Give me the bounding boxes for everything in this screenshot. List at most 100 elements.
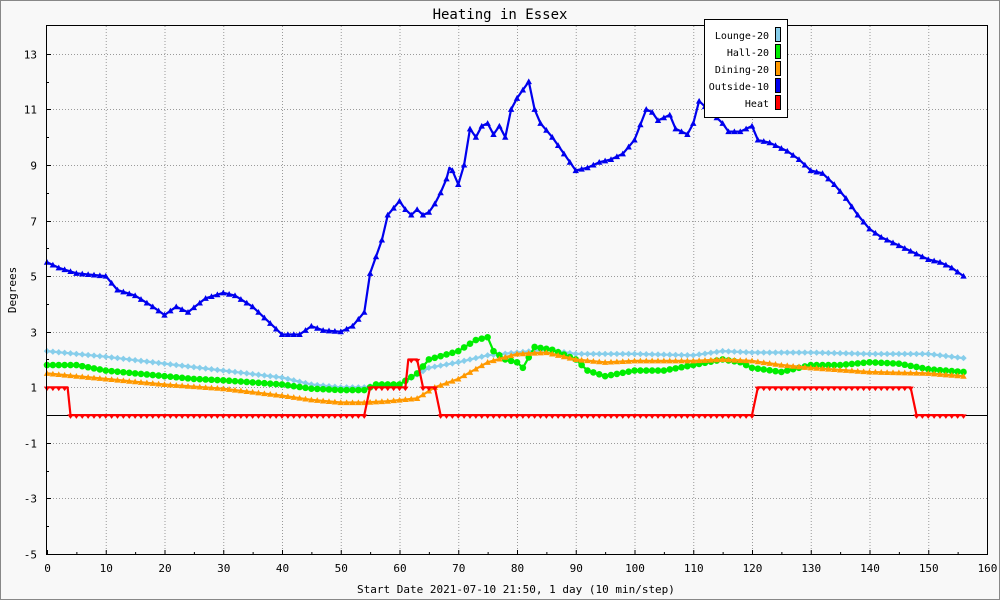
data-point: [231, 292, 239, 299]
data-point: [419, 386, 427, 392]
data-point: [408, 395, 415, 402]
data-point: [648, 367, 656, 374]
data-point: [407, 373, 415, 381]
data-point: [737, 357, 744, 363]
data-point: [590, 161, 597, 168]
data-point: [361, 414, 368, 419]
data-point: [190, 383, 198, 390]
data-point: [190, 363, 198, 371]
data-point: [895, 360, 903, 367]
data-point: [478, 122, 485, 129]
data-point: [472, 365, 480, 372]
data-point: [642, 367, 650, 374]
data-point: [549, 414, 556, 419]
data-point: [766, 367, 773, 374]
data-point: [302, 384, 309, 392]
data-point: [889, 350, 897, 358]
data-point: [190, 375, 198, 383]
data-point: [455, 181, 462, 187]
data-point: [243, 414, 250, 419]
data-point: [930, 257, 938, 264]
data-point: [842, 195, 850, 201]
data-point: [237, 296, 245, 302]
data-point: [625, 143, 632, 150]
data-point: [390, 204, 397, 211]
data-point: [296, 331, 303, 338]
data-point: [872, 350, 879, 358]
x-tick-label: 150: [919, 562, 939, 575]
data-point: [261, 314, 268, 321]
data-point: [231, 414, 239, 419]
data-point: [531, 349, 538, 356]
data-point: [566, 414, 574, 419]
data-point: [578, 350, 585, 358]
data-point: [936, 352, 944, 359]
data-point: [402, 396, 409, 403]
data-point: [701, 414, 709, 419]
data-point: [948, 372, 955, 378]
data-point: [584, 164, 591, 171]
data-point: [560, 150, 568, 157]
data-point: [460, 414, 468, 419]
data-point: [131, 292, 139, 299]
data-point: [484, 120, 491, 126]
data-point: [278, 414, 286, 419]
data-point: [161, 311, 168, 318]
data-point: [813, 365, 820, 371]
data-point: [842, 350, 850, 357]
data-point: [466, 340, 474, 348]
data-point: [919, 350, 926, 358]
data-point: [361, 309, 368, 315]
data-point: [748, 349, 756, 356]
data-point: [366, 270, 374, 276]
data-point: [178, 382, 186, 389]
data-point: [466, 125, 474, 132]
data-point: [443, 175, 450, 182]
data-point: [707, 414, 715, 419]
data-point: [725, 356, 732, 363]
data-point: [831, 181, 838, 187]
data-point: [425, 356, 433, 363]
data-point: [84, 271, 92, 277]
data-point: [772, 360, 779, 367]
data-point: [654, 351, 662, 358]
data-point: [613, 370, 621, 378]
data-point: [143, 358, 151, 365]
data-point: [666, 351, 673, 358]
data-point: [114, 286, 121, 293]
data-point: [631, 136, 638, 143]
data-point: [413, 395, 421, 401]
data-point: [831, 349, 838, 357]
data-point: [290, 331, 297, 338]
data-point: [343, 399, 350, 406]
data-point: [108, 279, 115, 286]
data-point: [584, 414, 591, 419]
data-point: [255, 371, 262, 378]
data-point: [930, 370, 938, 377]
data-point: [713, 414, 720, 419]
data-point: [366, 399, 374, 405]
data-point: [308, 322, 315, 329]
data-point: [161, 360, 168, 367]
data-point: [178, 306, 186, 313]
data-point: [836, 188, 844, 194]
data-point: [496, 122, 503, 129]
data-point: [331, 414, 339, 419]
data-point: [79, 373, 86, 380]
data-point: [742, 349, 750, 356]
data-point: [554, 142, 562, 149]
series-lounge-20: [43, 346, 967, 391]
data-point: [519, 86, 527, 93]
data-point: [919, 253, 926, 260]
data-point: [202, 376, 209, 383]
data-point: [860, 350, 867, 357]
data-point: [296, 378, 303, 385]
data-point: [760, 366, 768, 373]
data-point: [507, 352, 515, 359]
axis-layer: 0 10 20 30 40 50 60 70 80 90 100 110 120 130 140 150 160…: [24, 49, 998, 576]
data-point: [531, 106, 538, 112]
x-tick-label: 100: [625, 562, 645, 575]
data-point: [343, 386, 350, 394]
data-point: [695, 97, 703, 104]
